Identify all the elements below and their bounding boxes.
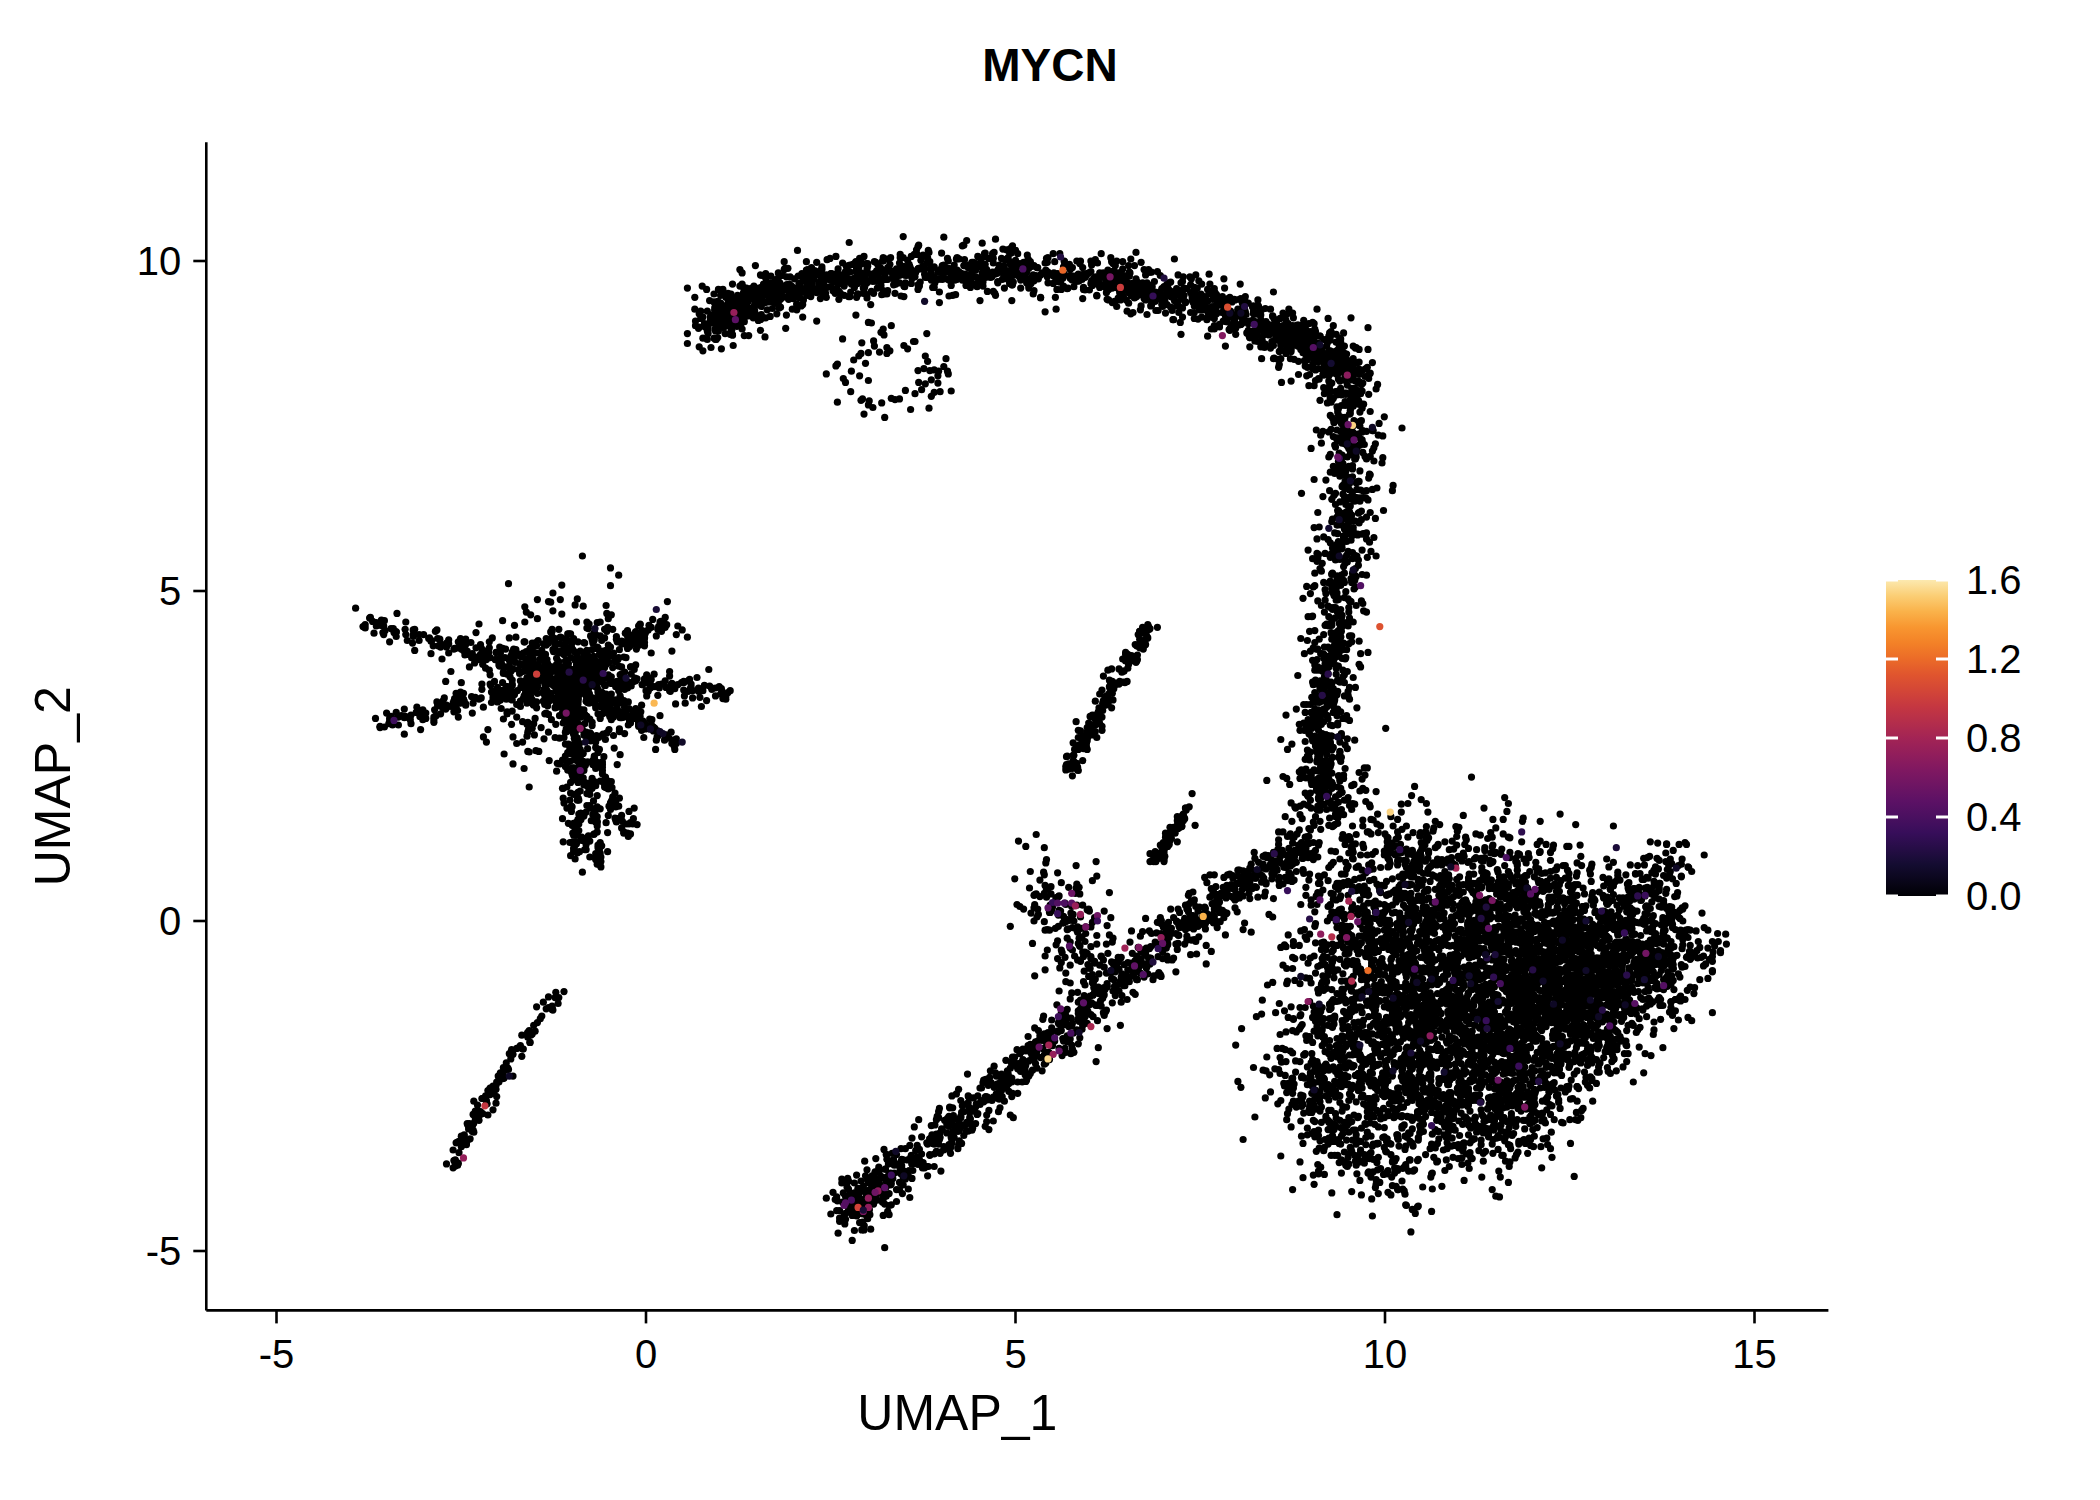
svg-text:0: 0 — [159, 899, 181, 943]
svg-text:UMAP_2: UMAP_2 — [25, 686, 81, 886]
svg-text:0.0: 0.0 — [1966, 874, 2022, 918]
svg-text:10: 10 — [137, 239, 182, 283]
svg-text:0.4: 0.4 — [1966, 795, 2022, 839]
svg-text:5: 5 — [1004, 1332, 1026, 1376]
svg-text:15: 15 — [1732, 1332, 1777, 1376]
svg-text:-5: -5 — [259, 1332, 295, 1376]
svg-text:-5: -5 — [146, 1229, 182, 1273]
svg-text:1.2: 1.2 — [1966, 637, 2022, 681]
svg-text:1.6: 1.6 — [1966, 558, 2022, 602]
svg-text:5: 5 — [159, 569, 181, 613]
svg-text:UMAP_1: UMAP_1 — [857, 1385, 1057, 1441]
svg-text:10: 10 — [1363, 1332, 1408, 1376]
svg-text:0: 0 — [635, 1332, 657, 1376]
svg-text:0.8: 0.8 — [1966, 716, 2022, 760]
